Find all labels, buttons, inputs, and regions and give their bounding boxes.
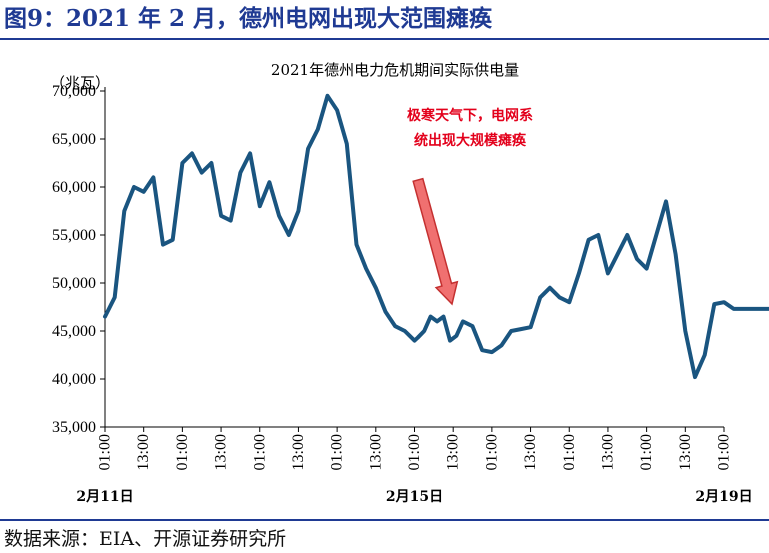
annotation-arrow <box>412 177 459 306</box>
y-tick-label: 40,000 <box>52 371 96 388</box>
y-tick-label: 45,000 <box>52 323 96 340</box>
annotation-text: 统出现大规模瘫痪 <box>414 132 527 149</box>
x-tick-label: 01:00 <box>483 434 500 470</box>
x-tick-label: 13:00 <box>135 434 152 470</box>
y-tick-label: 50,000 <box>52 275 96 292</box>
x-tick-label: 01:00 <box>406 434 423 470</box>
y-tick-label: 35,000 <box>52 419 96 436</box>
x-tick-label: 13:00 <box>445 434 462 470</box>
date-label: 2月11日 <box>76 489 133 505</box>
chart: 2021年德州电力危机期间实际供电量 （兆瓦） 35,000 40,000 45,000… <box>50 61 769 505</box>
title-rule <box>0 38 769 40</box>
x-tick-label: 01:00 <box>561 434 578 470</box>
date-label: 2月15日 <box>386 489 443 505</box>
y-tick-label: 60,000 <box>52 179 96 196</box>
bottom-rule <box>0 519 769 521</box>
x-tick-label: 13:00 <box>290 434 307 470</box>
chart-title: 2021年德州电力危机期间实际供电量 <box>271 61 519 79</box>
annotation-text: 极寒天气下，电网系 <box>407 107 533 124</box>
y-tick-label: 70,000 <box>52 83 96 100</box>
series-line <box>103 93 769 380</box>
x-tick-label: 13:00 <box>367 434 384 470</box>
x-tick-label: 01:00 <box>638 434 655 470</box>
y-tick-label: 65,000 <box>52 131 96 148</box>
x-tick-label: 01:00 <box>97 434 114 470</box>
y-tick-label: 55,000 <box>52 227 96 244</box>
y-axis-label: （兆瓦） <box>50 74 110 92</box>
x-tick-label: 01:00 <box>329 434 346 470</box>
x-tick-label: 13:00 <box>522 434 539 470</box>
x-tick-label: 01:00 <box>251 434 268 470</box>
x-tick-label: 13:00 <box>677 434 694 470</box>
figure-title: 图9：2021 年 2 月，德州电网出现大范围瘫痪 <box>4 5 493 32</box>
x-tick-label: 13:00 <box>213 434 230 470</box>
source-note: 数据来源：EIA、开源证券研究所 <box>4 528 287 550</box>
x-tick-label: 01:00 <box>716 434 733 470</box>
date-label: 2月19日 <box>695 489 752 505</box>
x-tick-label: 01:00 <box>174 434 191 470</box>
x-tick-label: 13:00 <box>599 434 616 470</box>
